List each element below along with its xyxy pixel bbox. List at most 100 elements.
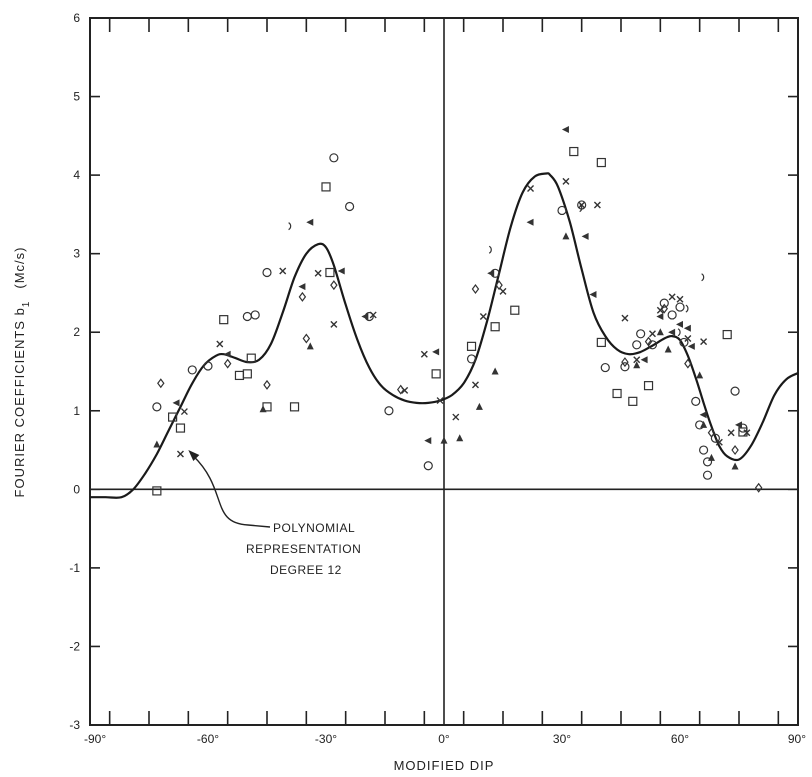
data-point-x (562, 177, 570, 185)
data-point-square (722, 329, 732, 340)
data-point-x (216, 340, 224, 348)
data-point-diamond (621, 357, 629, 368)
x-tick-label: 90° (788, 732, 806, 746)
data-point-triangle-up (664, 345, 672, 353)
data-point-circle (698, 445, 709, 455)
data-points (152, 126, 763, 496)
y-tick-label: -1 (69, 561, 80, 575)
data-point-triangle-left (683, 324, 691, 332)
data-point-square (612, 388, 622, 399)
data-point-x (314, 269, 322, 277)
x-tick-label: 30° (553, 732, 571, 746)
data-point-x (743, 429, 751, 437)
data-point-open-c (288, 222, 292, 231)
data-point-circle (203, 361, 213, 371)
data-point-x (668, 293, 676, 301)
data-point-triangle-up (696, 371, 704, 379)
data-point-circle (384, 406, 394, 416)
y-tick-labels: -3 -2 -1 0 1 2 3 4 5 6 (69, 11, 80, 732)
data-point-square (242, 369, 252, 379)
data-point-triangle-left (298, 283, 306, 291)
data-point-square (466, 341, 477, 351)
data-point-diamond (707, 427, 716, 438)
data-point-triangle-left (656, 313, 664, 321)
y-axis-title-main: FOURIER COEFFICIENTS b (12, 307, 27, 497)
data-point-open-c (685, 304, 689, 313)
data-point-square (628, 396, 638, 406)
x-tick-label: 0° (438, 732, 450, 746)
data-point-triangle-left (432, 348, 440, 356)
data-point-diamond (263, 379, 271, 390)
data-point-circle (345, 201, 355, 212)
data-point-diamond (660, 303, 669, 314)
data-point-square (325, 267, 335, 278)
data-point-circle (730, 386, 740, 396)
data-point-open-c (701, 273, 705, 282)
data-point-square (219, 315, 229, 325)
data-point-circle (262, 267, 272, 278)
y-tick-label: 2 (73, 325, 80, 339)
data-point-triangle-left (337, 267, 345, 275)
data-point-diamond (644, 336, 653, 347)
data-point-triangle-left (526, 218, 534, 226)
data-point-triangle-left (581, 232, 589, 240)
data-point-circle (738, 423, 748, 433)
data-point-circle (187, 365, 197, 375)
data-point-diamond (731, 445, 739, 456)
data-point-diamond (471, 284, 480, 295)
data-point-circle (710, 433, 721, 443)
data-point-x (676, 295, 684, 303)
data-point-x (176, 450, 184, 458)
data-point-x (452, 413, 460, 421)
data-point-diamond (157, 378, 165, 389)
data-point-triangle-left (640, 356, 648, 364)
data-point-triangle-left (306, 218, 314, 226)
data-point-x (479, 313, 487, 321)
y-axis-title-unit: (Mc/s) (12, 247, 27, 289)
y-tick-label: 3 (73, 247, 80, 261)
data-point-circle (250, 310, 260, 320)
data-point-x (727, 429, 735, 437)
data-point-x (436, 397, 444, 405)
data-point-x (578, 201, 586, 209)
data-point-triangle-up (475, 402, 483, 410)
data-point-diamond (302, 333, 311, 344)
data-point-x (700, 338, 708, 346)
data-point-triangle-left (735, 421, 742, 429)
data-point-x (279, 267, 287, 275)
x-tick-label: -90° (84, 732, 106, 746)
data-point-square (321, 182, 331, 192)
data-point-square (596, 337, 606, 348)
annotation-line-3: DEGREE 12 (270, 563, 342, 577)
data-point-diamond (754, 482, 763, 493)
y-axis-title: FOURIER COEFFICIENTS b1 (Mc/s) (12, 247, 32, 498)
data-point-x (593, 201, 601, 209)
data-point-circle (152, 402, 162, 412)
data-point-square (431, 369, 441, 379)
data-point-circle (423, 461, 433, 471)
data-point-square (234, 370, 245, 381)
y-tick-label: 4 (73, 168, 80, 182)
y-tick-label: 6 (73, 11, 80, 25)
data-point-circle (636, 329, 646, 339)
data-point-diamond (495, 280, 503, 291)
data-point-square (152, 486, 162, 496)
data-point-circle (702, 457, 713, 467)
data-point-triangle-up (440, 436, 448, 444)
data-point-square (596, 157, 606, 168)
data-point-x (499, 287, 507, 295)
data-point-triangle-up (731, 462, 739, 470)
data-point-triangle-up (153, 440, 161, 448)
data-point-triangle-left (668, 328, 676, 336)
data-point-x (369, 311, 377, 319)
data-point-circle (702, 470, 713, 480)
data-point-diamond (330, 280, 338, 291)
data-point-triangle-left (361, 313, 369, 321)
data-point-circle (679, 337, 689, 348)
data-point-diamond (298, 291, 307, 302)
annotation-line-1: POLYNOMIAL (273, 521, 355, 535)
data-point-square (643, 381, 654, 391)
data-point-x (684, 335, 692, 343)
y-axis-title-group: FOURIER COEFFICIENTS b1 (Mc/s) (12, 247, 32, 498)
